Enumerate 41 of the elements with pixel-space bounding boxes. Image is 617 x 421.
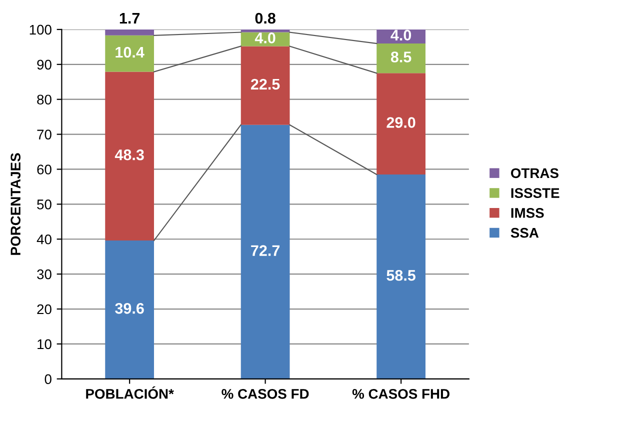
y-tick-label: 90 bbox=[37, 60, 52, 70]
data-label: 48.3 bbox=[114, 149, 144, 160]
legend-label: OTRAS bbox=[510, 168, 558, 178]
y-tick-label: 50 bbox=[37, 200, 52, 210]
bar bbox=[240, 29, 290, 32]
y-tick-label: 0 bbox=[44, 374, 52, 384]
data-label: 22.5 bbox=[250, 78, 280, 90]
data-label: 4.0 bbox=[254, 32, 276, 44]
legend-label: SSA bbox=[510, 228, 539, 238]
bar bbox=[240, 46, 290, 125]
legend-label: ISSSTE bbox=[511, 188, 560, 198]
y-tick-label: 70 bbox=[37, 130, 52, 140]
y-tick-label: 100 bbox=[30, 24, 52, 35]
data-label: 58.5 bbox=[386, 270, 416, 281]
data-label: 29.0 bbox=[386, 117, 416, 128]
legend-label: IMSS bbox=[511, 208, 544, 218]
y-tick-label: 10 bbox=[38, 339, 52, 350]
y-tick-label: 20 bbox=[37, 304, 52, 314]
data-label: 0.8 bbox=[255, 12, 276, 24]
y-axis-title: PORCENTAJES bbox=[10, 153, 21, 255]
y-tick-label: 40 bbox=[36, 234, 52, 244]
data-label: 10.4 bbox=[116, 46, 144, 58]
bar bbox=[240, 124, 290, 379]
data-label: 72.7 bbox=[251, 245, 280, 256]
data-label: 4.0 bbox=[390, 30, 412, 41]
bar bbox=[105, 35, 154, 72]
bar bbox=[105, 72, 154, 241]
x-tick-label: % CASOS FD bbox=[222, 388, 309, 399]
data-label: 39.6 bbox=[115, 302, 144, 314]
data-label: 1.7 bbox=[120, 12, 140, 24]
y-tick-label: 30 bbox=[37, 269, 52, 280]
bar bbox=[376, 174, 426, 379]
bar bbox=[105, 240, 154, 379]
data-label: 8.5 bbox=[390, 52, 412, 62]
x-tick-label: % CASOS FHD bbox=[352, 388, 450, 399]
bar bbox=[105, 29, 154, 36]
x-tick-label: POBLACIÓN* bbox=[86, 386, 174, 399]
y-tick-label: 80 bbox=[37, 94, 52, 105]
bar bbox=[376, 43, 426, 74]
bar bbox=[376, 73, 426, 174]
y-tick-label: 60 bbox=[37, 164, 52, 174]
